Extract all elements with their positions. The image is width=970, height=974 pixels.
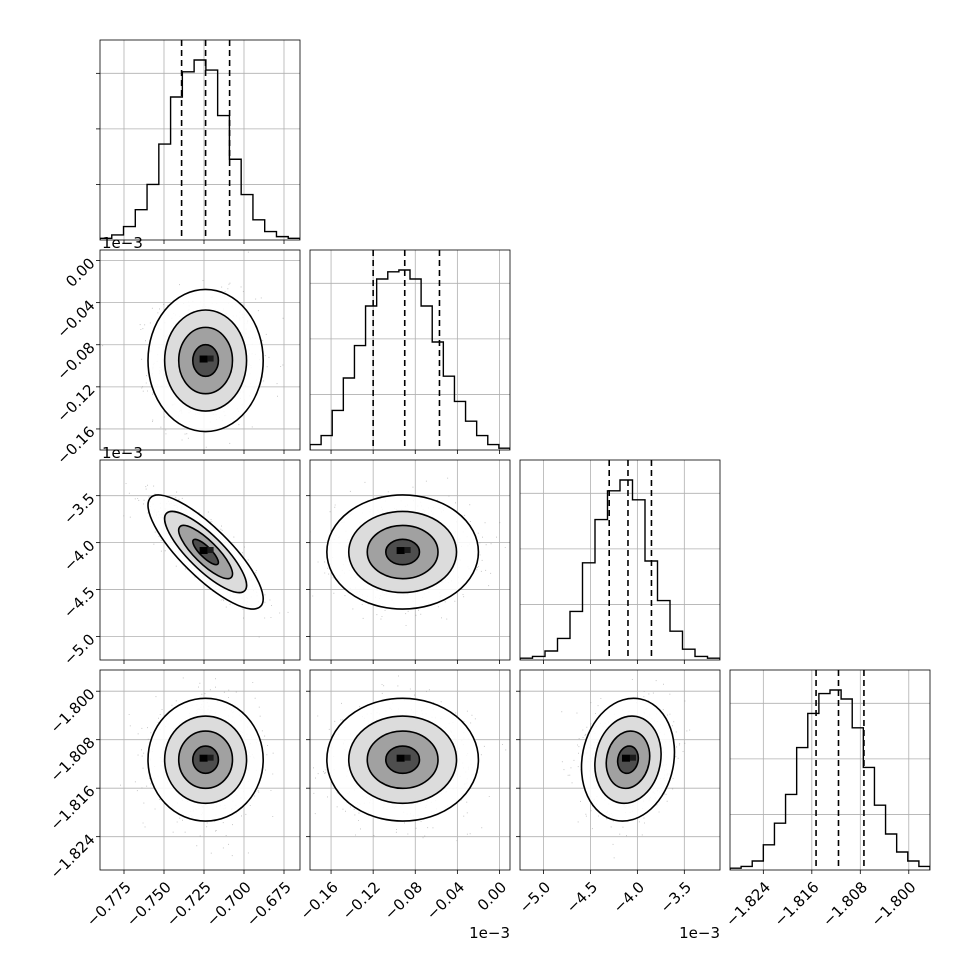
x-tick-label-1-2: −0.08 [381,878,426,923]
panel-content [123,482,289,638]
panel-frame [309,459,511,661]
panel-frame [519,459,721,661]
x-tick-label-2-0: −5.0 [516,878,554,916]
x-tick-label-1-0: −0.16 [297,878,342,923]
histogram-step [520,479,720,660]
panel-frame [99,459,301,661]
y-tick-label-1-3: −0.04 [53,296,98,341]
y-tick-label-3-2: −1.808 [47,734,99,786]
panel-frame [99,249,301,451]
y-tick-label-2-1: −4.5 [60,583,98,621]
panel-content [313,675,507,842]
x-tick-label-3-1: −1.816 [771,878,823,930]
x-multiplier-2: 1e−3 [679,924,720,942]
panel-frame [729,669,931,871]
density-peak [621,754,630,762]
x-tick-label-1-3: −0.04 [423,878,468,923]
panel-content [102,251,284,448]
density-peak [396,754,405,762]
panel-frame [99,669,301,871]
y-tick-label-3-0: −1.824 [47,830,99,882]
panel-content [100,40,300,240]
density-peak [199,355,208,363]
density-peak [199,754,208,762]
histogram-step [100,59,300,240]
x-tick-label-2-1: −4.5 [563,878,601,916]
y-tick-label-1-1: −0.12 [53,381,98,426]
y-tick-label-3-3: −1.800 [47,685,99,737]
panel-content [120,677,274,857]
panel-3-1: −0.16−0.12−0.08−0.04 0.00 1e−3 [297,669,511,942]
panel-2-1 [306,459,511,664]
x-tick-label-2-3: −3.5 [657,878,695,916]
x-tick-label-3-0: −1.824 [722,878,774,930]
histogram-step [310,269,510,450]
x-tick-label-3-3: −1.800 [868,878,920,930]
y-tick-label-1-4: 0.00 [62,254,98,290]
panel-3-0: −0.775−0.750−0.725−0.700−0.675−1.824−1.8… [47,669,301,930]
density-peak-2 [207,547,214,554]
y-tick-label-1-2: −0.08 [53,339,98,384]
density-peak-2 [404,754,411,761]
panel-3-3: −1.824−1.816−1.808−1.800 [722,669,931,930]
y-tick-label-2-3: −3.5 [60,489,98,527]
panel-2-2 [519,459,721,664]
density-peak-2 [207,355,214,362]
x-multiplier-1: 1e−3 [469,924,510,942]
panel-2-0: −5.0 −4.5 −4.0 −3.5 1e−3 [60,444,301,669]
panel-frame [99,39,301,241]
panel-1-1 [309,249,511,454]
x-tick-label-0-4: −0.675 [243,878,295,930]
x-tick-label-1-1: −0.12 [339,878,384,923]
y-tick-label-2-2: −4.0 [60,536,98,574]
y-tick-label-1-0: −0.16 [53,423,98,468]
panel-content [520,460,720,660]
panel-content [310,477,506,627]
panel-0-0 [96,39,301,244]
density-peak-2 [629,754,636,761]
x-tick-label-2-2: −4.0 [610,878,648,916]
panel-frame [309,249,511,451]
panel-content [310,250,510,450]
panel-content [561,678,691,859]
y-multiplier-1: 1e−3 [102,234,143,252]
density-peak [199,547,208,555]
x-tick-label-1-4: 0.00 [474,878,510,914]
histogram-step [730,689,930,870]
panel-frame [519,669,721,871]
y-multiplier-2: 1e−3 [102,444,143,462]
panel-3-2: −5.0 −4.5 −4.0 −3.5 1e−3 [516,669,721,942]
y-tick-label-2-0: −5.0 [60,630,98,668]
density-peak [396,547,405,555]
y-tick-label-3-1: −1.816 [47,782,99,834]
density-peak-2 [404,547,411,554]
density-peak-2 [207,754,214,761]
x-tick-label-3-2: −1.808 [819,878,871,930]
panel-frame [309,669,511,871]
panel-content [730,670,930,870]
